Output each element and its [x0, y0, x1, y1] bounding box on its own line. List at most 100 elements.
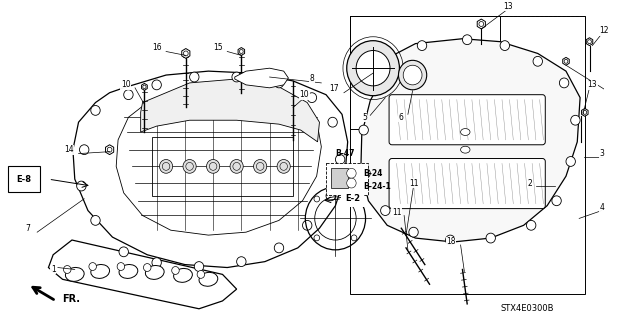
Text: 5: 5 — [362, 113, 367, 122]
Ellipse shape — [461, 129, 470, 136]
Circle shape — [275, 78, 284, 88]
Circle shape — [277, 160, 291, 173]
Polygon shape — [477, 19, 485, 29]
Circle shape — [91, 215, 100, 225]
FancyBboxPatch shape — [389, 159, 545, 209]
Circle shape — [445, 235, 455, 245]
Text: 15: 15 — [213, 43, 223, 52]
Circle shape — [571, 115, 580, 125]
Circle shape — [409, 227, 419, 237]
Circle shape — [403, 65, 422, 85]
Circle shape — [79, 145, 89, 155]
Circle shape — [91, 106, 100, 115]
Ellipse shape — [173, 269, 193, 282]
Circle shape — [361, 168, 371, 178]
Text: 10: 10 — [300, 90, 309, 99]
Text: FR.: FR. — [63, 294, 81, 304]
Bar — [326, 163, 369, 195]
Text: 11: 11 — [392, 208, 401, 217]
Polygon shape — [238, 48, 244, 56]
Circle shape — [159, 160, 173, 173]
Polygon shape — [235, 68, 289, 88]
Circle shape — [359, 125, 369, 135]
Circle shape — [63, 265, 71, 273]
Circle shape — [237, 257, 246, 267]
Circle shape — [117, 263, 125, 271]
Circle shape — [172, 267, 179, 274]
Text: 18: 18 — [447, 238, 456, 247]
Ellipse shape — [145, 265, 164, 279]
Circle shape — [385, 58, 395, 68]
Text: B-24-1: B-24-1 — [364, 182, 392, 190]
Circle shape — [335, 155, 345, 164]
Text: 13: 13 — [588, 80, 597, 89]
Circle shape — [347, 168, 356, 178]
Circle shape — [307, 93, 317, 102]
Text: 11: 11 — [409, 179, 419, 188]
Text: B-24: B-24 — [364, 169, 383, 178]
Circle shape — [232, 72, 241, 82]
Circle shape — [559, 78, 569, 88]
Circle shape — [119, 247, 129, 257]
Circle shape — [463, 35, 472, 45]
Circle shape — [124, 90, 133, 100]
Text: 3: 3 — [599, 149, 604, 158]
Circle shape — [195, 262, 204, 271]
Circle shape — [189, 72, 199, 82]
Text: 7: 7 — [26, 224, 30, 233]
Text: 16: 16 — [152, 43, 161, 52]
Polygon shape — [141, 83, 147, 90]
Polygon shape — [106, 145, 114, 155]
Circle shape — [143, 263, 151, 271]
Text: 17: 17 — [330, 84, 339, 93]
Text: 14: 14 — [65, 145, 74, 154]
Polygon shape — [141, 79, 319, 142]
Circle shape — [552, 196, 561, 206]
Polygon shape — [361, 39, 580, 242]
Circle shape — [347, 41, 399, 96]
Text: 13: 13 — [503, 2, 513, 11]
Circle shape — [230, 160, 243, 173]
Ellipse shape — [119, 264, 138, 278]
Text: 4: 4 — [599, 203, 604, 212]
Polygon shape — [586, 38, 593, 46]
Ellipse shape — [91, 264, 109, 278]
Circle shape — [566, 157, 575, 167]
Text: E-2: E-2 — [345, 194, 360, 203]
Circle shape — [197, 271, 205, 278]
Text: E-8: E-8 — [17, 174, 31, 184]
Text: 12: 12 — [599, 26, 609, 35]
Circle shape — [77, 181, 86, 191]
Circle shape — [486, 233, 495, 243]
Circle shape — [152, 80, 161, 90]
Bar — [152, 137, 293, 196]
Polygon shape — [563, 57, 569, 65]
Circle shape — [183, 160, 196, 173]
Circle shape — [356, 50, 390, 86]
Text: 1: 1 — [51, 265, 56, 274]
Text: 8: 8 — [310, 74, 314, 84]
Text: B-47: B-47 — [335, 149, 355, 158]
Circle shape — [89, 263, 97, 271]
Bar — [331, 168, 348, 188]
Circle shape — [275, 243, 284, 253]
Ellipse shape — [461, 146, 470, 153]
Text: STX4E0300B: STX4E0300B — [500, 304, 554, 313]
Polygon shape — [582, 108, 588, 116]
Bar — [349, 16, 585, 294]
Circle shape — [253, 160, 267, 173]
Polygon shape — [182, 48, 190, 58]
Text: 2: 2 — [528, 179, 532, 188]
Circle shape — [326, 191, 335, 201]
Circle shape — [381, 206, 390, 215]
Circle shape — [303, 220, 312, 230]
Circle shape — [500, 41, 509, 50]
Ellipse shape — [65, 267, 84, 281]
Polygon shape — [49, 240, 237, 309]
Circle shape — [347, 178, 356, 188]
Circle shape — [533, 56, 543, 66]
Circle shape — [328, 117, 337, 127]
Circle shape — [152, 258, 161, 268]
Text: 6: 6 — [399, 113, 404, 122]
Circle shape — [399, 60, 427, 90]
